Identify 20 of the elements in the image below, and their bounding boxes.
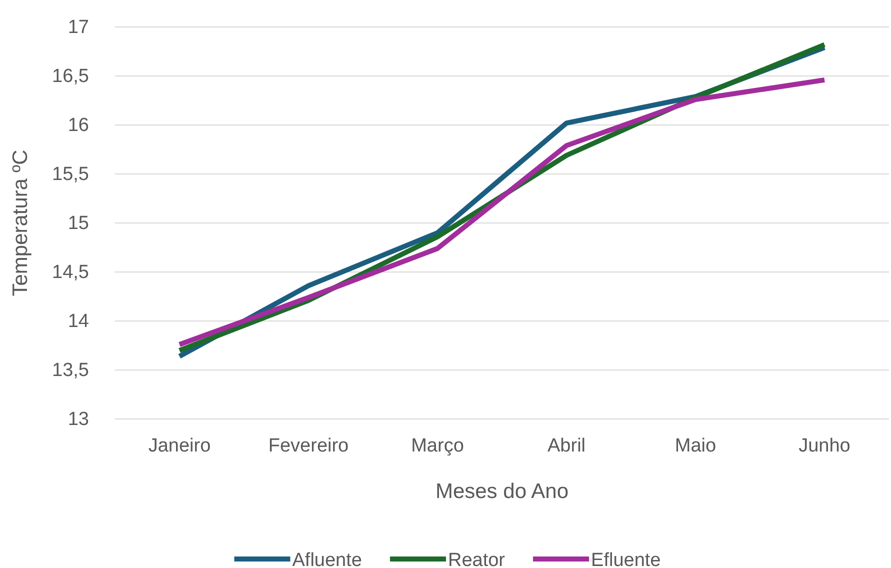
y-tick-label: 17 bbox=[68, 17, 89, 38]
x-tick-label: Junho bbox=[798, 435, 850, 456]
y-axis-title: Temperatura ºC bbox=[9, 150, 32, 296]
x-tick-label: Maio bbox=[674, 435, 716, 456]
y-tick-label: 16,5 bbox=[52, 66, 89, 88]
y-tick-label: 15,5 bbox=[52, 164, 89, 186]
y-tick-label: 16 bbox=[68, 115, 89, 136]
legend-label: Reator bbox=[448, 550, 506, 568]
x-axis-title: Meses do Ano bbox=[435, 480, 569, 503]
y-tick-label: 14,5 bbox=[52, 262, 89, 284]
y-tick-label: 13,5 bbox=[52, 360, 89, 382]
y-tick-label: 15 bbox=[68, 213, 89, 234]
x-tick-label: Janeiro bbox=[148, 435, 211, 456]
y-tick-label: 13 bbox=[68, 409, 89, 430]
legend-label: Afluente bbox=[292, 550, 362, 568]
x-tick-label: Abril bbox=[547, 435, 586, 456]
x-tick-label: Março bbox=[411, 435, 464, 456]
legend-label: Efluente bbox=[591, 550, 661, 568]
y-tick-label: 14 bbox=[68, 311, 90, 332]
x-tick-label: Fevereiro bbox=[268, 435, 349, 456]
